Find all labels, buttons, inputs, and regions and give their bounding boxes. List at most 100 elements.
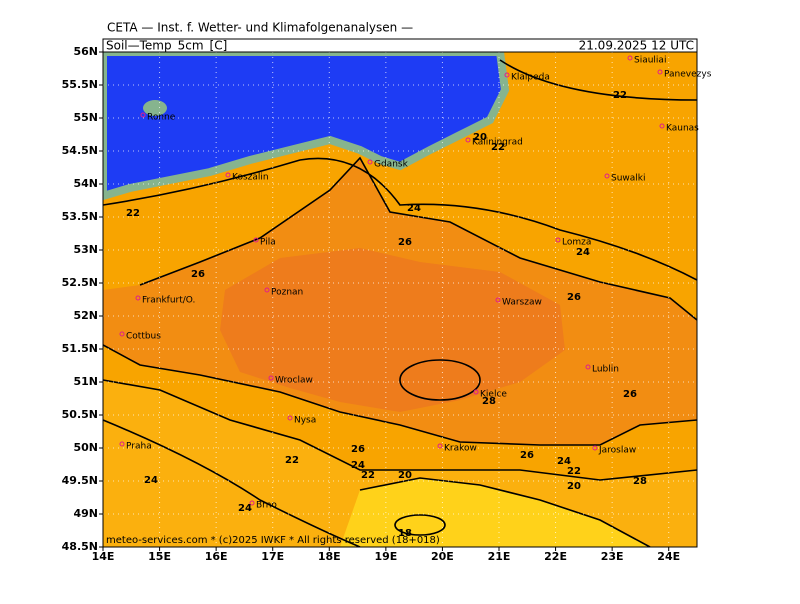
contour-label: 26 bbox=[351, 444, 365, 455]
x-tick-label: 23E bbox=[601, 550, 624, 563]
city-marker bbox=[135, 295, 141, 301]
city-label: Lublin bbox=[592, 365, 619, 375]
x-tick-label: 15E bbox=[148, 550, 171, 563]
city-label: Jaroslaw bbox=[598, 446, 636, 456]
contour-label: 26 bbox=[520, 450, 534, 461]
contour-label: 22 bbox=[491, 142, 505, 153]
y-tick-label: 52.5N bbox=[62, 276, 98, 289]
y-tick-label: 56N bbox=[73, 45, 98, 58]
city-label: Gdansk bbox=[374, 160, 409, 170]
y-tick-label: 53.5N bbox=[62, 210, 98, 223]
city-marker bbox=[268, 375, 274, 381]
contour-label: 26 bbox=[567, 292, 581, 303]
city-label: Siauliai bbox=[634, 56, 666, 66]
y-tick-label: 54N bbox=[73, 177, 98, 190]
variable-label: Soil—Temp_5cm_[C] bbox=[106, 39, 227, 53]
city-marker bbox=[437, 443, 443, 449]
city-marker bbox=[287, 415, 293, 421]
y-tick-label: 55N bbox=[73, 111, 98, 124]
isotherms bbox=[103, 59, 697, 547]
contour-label: 22 bbox=[361, 470, 375, 481]
field-28 bbox=[220, 248, 565, 412]
contour-label: 26 bbox=[623, 389, 637, 400]
city-marker bbox=[585, 364, 591, 370]
y-tick-label: 49N bbox=[73, 507, 98, 520]
contour-label: 24 bbox=[144, 475, 158, 486]
city-label: Kaunas bbox=[666, 124, 699, 134]
x-tick-label: 24E bbox=[657, 550, 680, 563]
x-tick-label: 18E bbox=[318, 550, 341, 563]
contour-label: 26 bbox=[191, 269, 205, 280]
city-label: Poznan bbox=[271, 288, 303, 298]
map-frame bbox=[102, 51, 698, 548]
city-label: Pila bbox=[260, 238, 276, 248]
city-label: Panevezys bbox=[664, 70, 712, 80]
city-label: Warszaw bbox=[502, 298, 542, 308]
y-tick-label: 50.5N bbox=[62, 408, 98, 421]
city-label: Lomza bbox=[562, 238, 591, 248]
x-tick-label: 19E bbox=[374, 550, 397, 563]
contour-label: 22 bbox=[567, 466, 581, 477]
city-marker bbox=[555, 237, 561, 243]
contour-label: 28 bbox=[633, 476, 647, 487]
city-label: Krakow bbox=[444, 444, 477, 454]
y-tick-label: 52N bbox=[73, 309, 98, 322]
city-label: Praha bbox=[126, 442, 152, 452]
bornholm bbox=[143, 100, 167, 116]
city-marker bbox=[264, 287, 270, 293]
city-label: Wroclaw bbox=[275, 376, 313, 386]
x-tick-label: 14E bbox=[92, 550, 115, 563]
contour-label: 18 bbox=[398, 528, 412, 539]
contour-label: 26 bbox=[398, 237, 412, 248]
city-marker bbox=[140, 112, 146, 118]
city-label: Nysa bbox=[294, 416, 316, 426]
city-marker bbox=[253, 237, 259, 243]
city-marker bbox=[592, 445, 598, 451]
baltic-sea bbox=[103, 52, 510, 201]
contour-label: 20 bbox=[567, 481, 581, 492]
contour-label: 24 bbox=[557, 456, 571, 467]
y-tick-label: 51N bbox=[73, 375, 98, 388]
city-label: Koszalin bbox=[232, 173, 269, 183]
x-tick-label: 21E bbox=[488, 550, 511, 563]
city-marker bbox=[465, 137, 471, 143]
city-marker bbox=[249, 500, 255, 506]
city-marker bbox=[504, 72, 510, 78]
contour-label: 22 bbox=[613, 90, 627, 101]
city-label: Cottbus bbox=[126, 332, 161, 342]
contour-label: 24 bbox=[351, 460, 365, 471]
city-label: Kaliningrad bbox=[472, 138, 523, 148]
contour-label: 24 bbox=[576, 247, 590, 258]
y-tick-label: 53N bbox=[73, 243, 98, 256]
contour-label: 28 bbox=[482, 396, 496, 407]
city-label: Suwalki bbox=[611, 174, 646, 184]
contour-label: 22 bbox=[126, 208, 140, 219]
valid-time: 21.09.2025 12 UTC bbox=[579, 39, 694, 53]
x-tick-label: 17E bbox=[261, 550, 284, 563]
y-tick-label: 55.5N bbox=[62, 78, 98, 91]
footer: meteo-services.com * (c)2025 IWKF * All … bbox=[106, 535, 440, 546]
institute-title: CETA — Inst. f. Wetter- und Klimafolgena… bbox=[107, 21, 413, 35]
city-label: Ronne bbox=[147, 113, 176, 123]
y-tick-label: 51.5N bbox=[62, 342, 98, 355]
city-label: Frankfurt/O. bbox=[142, 296, 195, 306]
city-marker bbox=[119, 441, 125, 447]
field-yellow bbox=[340, 478, 650, 547]
city-marker bbox=[473, 389, 479, 395]
y-tick-label: 49.5N bbox=[62, 474, 98, 487]
city-label: Brno bbox=[256, 501, 277, 511]
city-marker bbox=[604, 173, 610, 179]
contour-label: 24 bbox=[407, 203, 421, 214]
city-marker bbox=[627, 55, 633, 61]
contour-label: 24 bbox=[238, 503, 252, 514]
y-tick-label: 54.5N bbox=[62, 144, 98, 157]
city-marker bbox=[657, 69, 663, 75]
y-tick-label: 48.5N bbox=[62, 540, 98, 553]
city-marker bbox=[495, 297, 501, 303]
contour-label: 20 bbox=[398, 470, 412, 481]
contour-label: 22 bbox=[285, 455, 299, 466]
city-marker bbox=[367, 159, 373, 165]
city-marker bbox=[659, 123, 665, 129]
city-label: Kielce bbox=[480, 390, 507, 400]
